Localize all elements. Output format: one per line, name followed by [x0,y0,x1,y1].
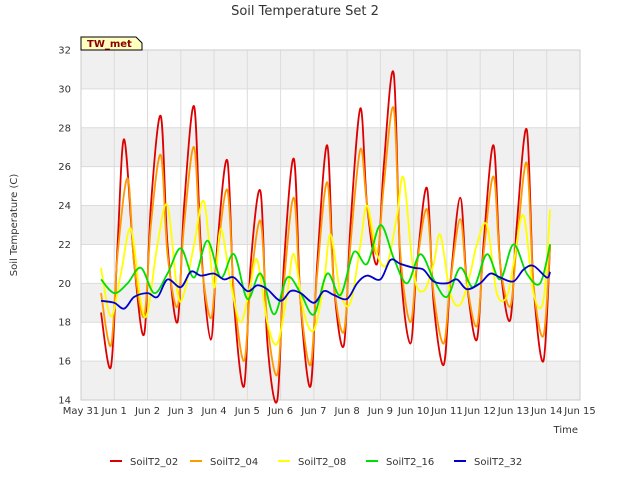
badge-label: TW_met [87,39,132,50]
y-axis-label: Soil Temperature (C) [9,174,20,277]
x-tick-labels: May 31 Jun 1 Jun 2 Jun 3 Jun 4 Jun 5 Jun 6 Jun … [63,406,596,417]
chart-title: Soil Temperature Set 2 [231,4,379,19]
x-tick-label: Jun 9 [367,406,393,417]
legend: SoilT2_02 SoilT2_04 SoilT2_08 SoilT2_16 Soil… [110,457,522,468]
x-tick-label: Jun 6 [267,406,293,417]
x-tick-label: Jun 14 [530,406,563,417]
series-line-soilt2_08 [100,175,551,346]
series-line-soilt2_04 [100,106,551,377]
legend-label: SoilT2_02 [130,457,178,468]
y-tick-label: 32 [58,46,71,57]
x-tick-label: Jun 11 [430,406,463,417]
y-tick-label: 16 [58,357,71,368]
x-tick-label: May 31 [63,406,100,417]
y-tick-label: 18 [58,318,71,329]
y-tick-label: 28 [58,123,71,134]
x-tick-label: Jun 5 [234,406,260,417]
x-tick-label: Jun 13 [497,406,530,417]
y-tick-label: 24 [58,201,71,212]
x-tick-label: Jun 3 [167,406,193,417]
x-tick-label: Jun 8 [334,406,360,417]
legend-label: SoilT2_08 [298,457,346,468]
x-tick-label: Jun 4 [200,406,226,417]
x-tick-label: Jun 1 [101,406,127,417]
x-tick-label: Jun 10 [397,406,430,417]
y-tick-labels: 14 16 18 20 22 24 26 28 30 32 [58,46,71,407]
series-line-soilt2_32 [100,258,551,310]
series-line-soilt2_02 [100,70,551,404]
plot-frame [80,49,581,401]
x-tick-label: Jun 2 [134,406,160,417]
tw-met-badge: TW_met [80,36,143,51]
legend-label: SoilT2_16 [386,457,434,468]
legend-label: SoilT2_32 [474,457,522,468]
x-tick-label: Jun 15 [563,406,596,417]
y-tick-label: 26 [58,162,71,173]
legend-label: SoilT2_04 [210,457,258,468]
plot-band [81,361,580,400]
plot-band [81,50,580,89]
y-tick-label: 14 [58,396,71,407]
x-tick-label: Jun 7 [300,406,326,417]
x-tick-label: Jun 12 [463,406,496,417]
series-lines [100,70,551,404]
badge-shape [80,36,143,51]
x-axis-label: Time [553,425,578,436]
y-tick-label: 22 [58,240,71,251]
series-line-soilt2_16 [100,224,551,316]
y-tick-label: 30 [58,84,71,95]
y-tick-label: 20 [58,279,71,290]
